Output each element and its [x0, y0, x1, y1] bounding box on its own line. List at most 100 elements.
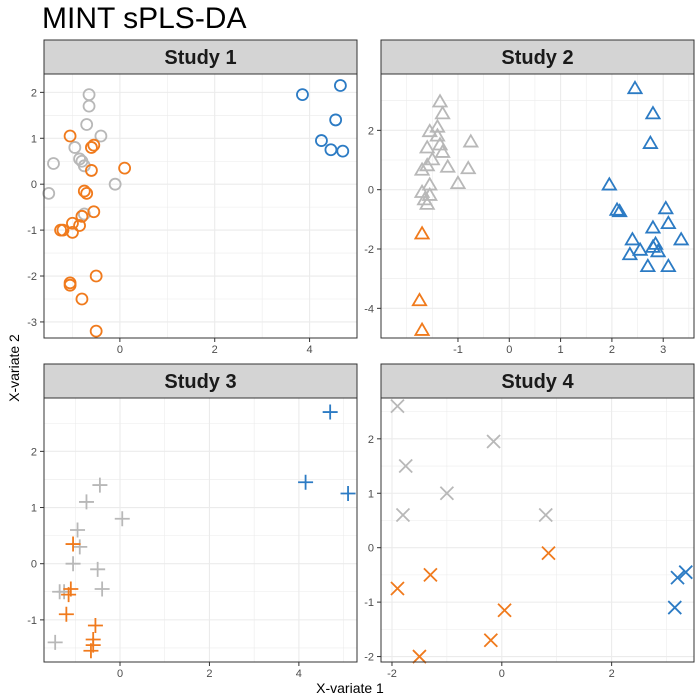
- points: [390, 399, 693, 664]
- data-point-1-0: [413, 225, 431, 240]
- data-point-0-0: [390, 399, 405, 414]
- x-tick-label: 1: [558, 344, 564, 356]
- data-point-1-13: [66, 225, 79, 239]
- data-point-2-16: [639, 258, 657, 273]
- x-tick-label: 2: [212, 344, 218, 356]
- data-point-1-14: [89, 269, 103, 283]
- data-point-0-5: [538, 507, 553, 523]
- data-point-2-15: [621, 246, 639, 261]
- grid: [380, 74, 694, 339]
- y-tick-label: 1: [31, 503, 37, 515]
- data-point-0-4: [72, 539, 88, 555]
- data-point-0-8: [424, 151, 441, 166]
- data-point-1-5: [77, 184, 91, 198]
- facet-strip: [380, 39, 695, 75]
- data-point-1-8: [75, 209, 89, 223]
- data-point-1-3: [118, 161, 132, 175]
- data-point-2-2: [667, 600, 682, 615]
- grid: [381, 398, 694, 662]
- panel-border: [380, 73, 695, 339]
- data-point-0-4: [429, 127, 446, 142]
- points: [42, 79, 350, 338]
- facet-strip: [43, 39, 358, 75]
- facet-strip: [380, 363, 695, 399]
- y-tick-label: -2: [364, 652, 374, 664]
- data-point-0-11: [439, 158, 456, 173]
- points: [411, 80, 690, 336]
- data-point-2-5: [336, 144, 350, 158]
- axes: -2 0 2 -2 -1 0 1 2: [364, 434, 614, 680]
- data-point-0-1: [78, 494, 94, 510]
- y-tick-label: 2: [31, 87, 37, 99]
- y-tick-label: 0: [368, 543, 374, 555]
- data-point-1-2: [423, 567, 438, 583]
- data-point-1-5: [412, 649, 427, 664]
- data-point-0-9: [462, 133, 480, 148]
- data-point-1-2: [85, 141, 98, 154]
- x-axis-label: X-variate 1: [316, 680, 384, 696]
- data-point-1-6: [80, 186, 94, 200]
- data-point-0-10: [418, 157, 436, 172]
- data-point-0-2: [80, 118, 94, 131]
- data-point-2-14: [649, 243, 667, 258]
- data-point-1-9: [66, 216, 79, 230]
- data-point-2-1: [670, 570, 685, 585]
- data-point-2-6: [657, 200, 674, 215]
- panel-border: [380, 397, 695, 663]
- data-point-0-17: [421, 186, 438, 201]
- data-point-0-10: [47, 634, 63, 650]
- data-point-0-1: [486, 434, 501, 449]
- y-tick-label: -2: [364, 244, 374, 256]
- data-point-2-2: [329, 113, 343, 127]
- data-point-0-19: [418, 195, 436, 210]
- data-point-2-0: [334, 79, 347, 92]
- data-point-2-9: [672, 231, 690, 246]
- y-tick-label: 0: [31, 559, 37, 571]
- data-point-2-2: [642, 134, 659, 149]
- data-point-2-0: [322, 404, 338, 420]
- data-point-1-4: [87, 617, 103, 633]
- axes: -1 0 1 2 3 -4 -2 0 2: [364, 125, 666, 356]
- plot-area: [381, 398, 694, 662]
- y-tick-label: 1: [368, 488, 374, 500]
- x-tick-label: 0: [506, 344, 512, 356]
- data-point-2-4: [608, 201, 626, 216]
- x-tick-label: -2: [387, 668, 397, 680]
- data-point-0-14: [449, 174, 467, 189]
- data-point-1-0: [541, 545, 556, 561]
- data-point-1-0: [65, 536, 81, 552]
- page-title: MINT sPLS-DA: [42, 2, 247, 35]
- x-tick-label: 2: [206, 668, 212, 680]
- facet-title: Study 3: [164, 371, 236, 393]
- data-point-1-1: [411, 292, 428, 307]
- x-tick-label: 2: [609, 344, 615, 356]
- data-point-0-10: [42, 186, 56, 200]
- data-point-1-3: [58, 606, 74, 622]
- data-point-2-1: [298, 474, 314, 490]
- data-point-0-9: [108, 177, 122, 191]
- y-tick-label: -2: [27, 271, 37, 283]
- data-point-2-0: [626, 80, 644, 95]
- data-point-0-5: [65, 556, 81, 572]
- y-axis-label: X-variate 2: [6, 334, 22, 402]
- data-point-1-2: [413, 321, 431, 336]
- data-point-1-7: [87, 205, 101, 219]
- data-point-1-3: [497, 603, 512, 618]
- data-point-0-2: [429, 118, 446, 133]
- data-point-0-11: [77, 207, 91, 221]
- data-point-0-4: [395, 507, 411, 523]
- y-tick-label: -1: [364, 597, 374, 609]
- y-tick-label: 0: [31, 179, 37, 191]
- data-point-1-10: [73, 219, 86, 232]
- panel-border: [43, 397, 358, 663]
- y-tick-label: 0: [368, 185, 374, 197]
- data-point-1-18: [89, 324, 103, 338]
- y-tick-label: -3: [27, 317, 37, 329]
- data-point-0-7: [47, 157, 60, 170]
- data-point-0-12: [460, 160, 477, 175]
- x-tick-label: 0: [117, 668, 123, 680]
